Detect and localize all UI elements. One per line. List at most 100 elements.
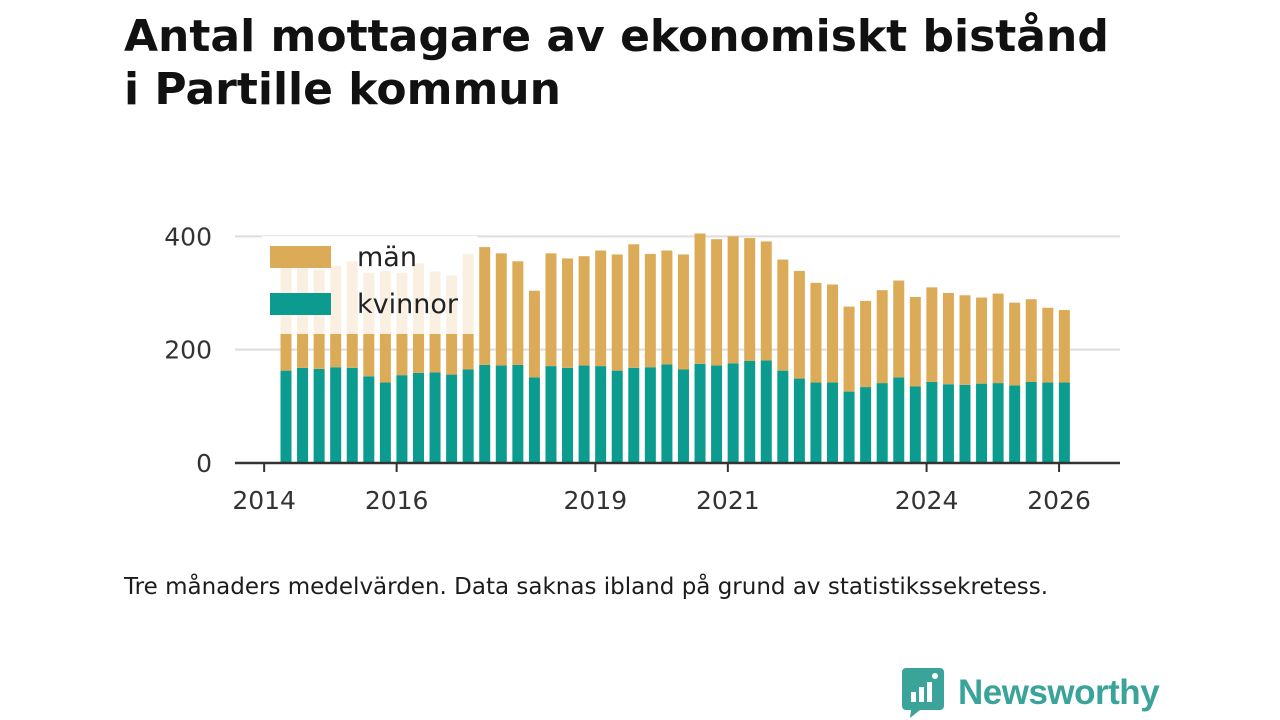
x-tick-label-2019: 2019 — [564, 486, 628, 515]
bar-kvinnor-13 — [495, 365, 507, 463]
bar-man-31 — [793, 270, 805, 379]
bar-man-33 — [827, 284, 839, 383]
brand-name: Newsworthy — [958, 673, 1160, 712]
bar-man-24 — [677, 254, 689, 370]
bar-kvinnor-0 — [280, 370, 292, 463]
legend: män kvinnor — [262, 236, 478, 334]
bar-man-21 — [628, 244, 640, 368]
bar-kvinnor-33 — [827, 382, 839, 463]
bar-man-45 — [1025, 299, 1037, 382]
y-tick-label-0: 0 — [196, 449, 212, 478]
bar-kvinnor-24 — [677, 369, 689, 463]
bar-man-19 — [595, 250, 607, 367]
bar-kvinnor-1 — [297, 367, 309, 463]
bar-kvinnor-34 — [843, 391, 855, 463]
bar-kvinnor-47 — [1058, 382, 1070, 463]
stacked-bar-chart: 0 200 400 2014 2016 2019 2021 2024 2026 män kvinn… — [164, 222, 1120, 515]
logo-bar-3 — [927, 682, 932, 702]
bar-man-25 — [694, 233, 706, 364]
bar-kvinnor-20 — [611, 370, 623, 463]
bar-man-43 — [992, 293, 1004, 384]
bar-man-13 — [495, 253, 507, 366]
x-tick-label-2024: 2024 — [895, 486, 959, 515]
logo-dot — [932, 673, 938, 679]
bar-kvinnor-40 — [942, 384, 954, 463]
bar-kvinnor-3 — [330, 367, 342, 463]
bar-man-42 — [976, 297, 988, 384]
y-tick-label-400: 400 — [164, 222, 212, 251]
bar-kvinnor-42 — [976, 383, 988, 463]
bar-kvinnor-30 — [777, 370, 789, 463]
x-tick-label-2016: 2016 — [365, 486, 429, 515]
bar-man-16 — [545, 253, 557, 367]
bar-kvinnor-39 — [926, 381, 938, 463]
bar-man-23 — [661, 250, 673, 365]
bar-man-39 — [926, 287, 938, 382]
bar-kvinnor-25 — [694, 363, 706, 463]
bar-man-15 — [528, 290, 540, 378]
bar-kvinnor-17 — [562, 367, 574, 463]
bar-kvinnor-9 — [429, 372, 441, 463]
logo-bar-2 — [919, 687, 924, 702]
bar-man-18 — [578, 256, 590, 366]
bar-kvinnor-37 — [893, 377, 905, 463]
bar-kvinnor-19 — [595, 366, 607, 463]
x-tick-label-2014: 2014 — [232, 486, 296, 515]
bar-man-28 — [744, 238, 756, 361]
bar-kvinnor-36 — [876, 383, 888, 463]
bar-man-22 — [644, 253, 656, 368]
logo-bar-1 — [911, 692, 916, 702]
bar-kvinnor-43 — [992, 383, 1004, 463]
bar-man-38 — [909, 296, 921, 387]
bar-kvinnor-2 — [313, 368, 325, 463]
chart-caption: Tre månaders medelvärden. Data saknas ib… — [124, 574, 1049, 600]
bar-kvinnor-8 — [412, 372, 424, 463]
bar-kvinnor-5 — [363, 376, 375, 463]
bar-man-40 — [942, 293, 954, 385]
x-tick-label-2021: 2021 — [696, 486, 760, 515]
legend-label-1: kvinnor — [357, 289, 459, 320]
bar-kvinnor-18 — [578, 365, 590, 463]
x-tick-label-2026: 2026 — [1027, 486, 1091, 515]
chart-title-line-2: i Partille kommun — [124, 64, 561, 115]
bar-man-34 — [843, 306, 855, 392]
bar-man-41 — [959, 295, 971, 385]
bar-kvinnor-28 — [744, 361, 756, 463]
chart-title-line-1: Antal mottagare av ekonomiskt bistånd — [124, 11, 1109, 62]
bar-man-47 — [1058, 310, 1070, 383]
bar-kvinnor-10 — [446, 374, 458, 463]
bar-kvinnor-12 — [479, 364, 491, 463]
bar-man-14 — [512, 261, 524, 365]
bar-kvinnor-11 — [462, 369, 474, 463]
bar-kvinnor-27 — [727, 363, 739, 463]
bar-kvinnor-32 — [810, 382, 822, 463]
newsworthy-chart-icon — [902, 668, 944, 718]
bar-kvinnor-14 — [512, 364, 524, 463]
legend-swatch-0 — [270, 246, 331, 268]
bar-man-46 — [1042, 307, 1054, 383]
bar-man-27 — [727, 236, 739, 364]
legend-swatch-1 — [270, 293, 331, 315]
bar-kvinnor-46 — [1042, 382, 1054, 463]
bar-man-44 — [1009, 302, 1021, 386]
bar-man-20 — [611, 254, 623, 371]
bar-kvinnor-44 — [1009, 385, 1021, 463]
bar-man-37 — [893, 280, 905, 378]
legend-label-0: män — [357, 242, 417, 273]
bar-man-32 — [810, 282, 822, 383]
bar-kvinnor-26 — [711, 365, 723, 463]
bar-kvinnor-7 — [396, 375, 408, 463]
bar-kvinnor-29 — [760, 360, 772, 463]
bar-kvinnor-21 — [628, 367, 640, 463]
bar-man-35 — [860, 300, 872, 388]
bar-man-26 — [711, 239, 723, 366]
bar-kvinnor-15 — [528, 377, 540, 463]
bar-kvinnor-38 — [909, 386, 921, 463]
bar-man-29 — [760, 241, 772, 361]
bar-kvinnor-31 — [793, 378, 805, 463]
brand-logo[interactable]: Newsworthy — [902, 668, 1160, 718]
bar-man-17 — [562, 258, 574, 368]
bar-kvinnor-16 — [545, 366, 557, 463]
bar-kvinnor-22 — [644, 367, 656, 463]
bar-kvinnor-23 — [661, 364, 673, 463]
